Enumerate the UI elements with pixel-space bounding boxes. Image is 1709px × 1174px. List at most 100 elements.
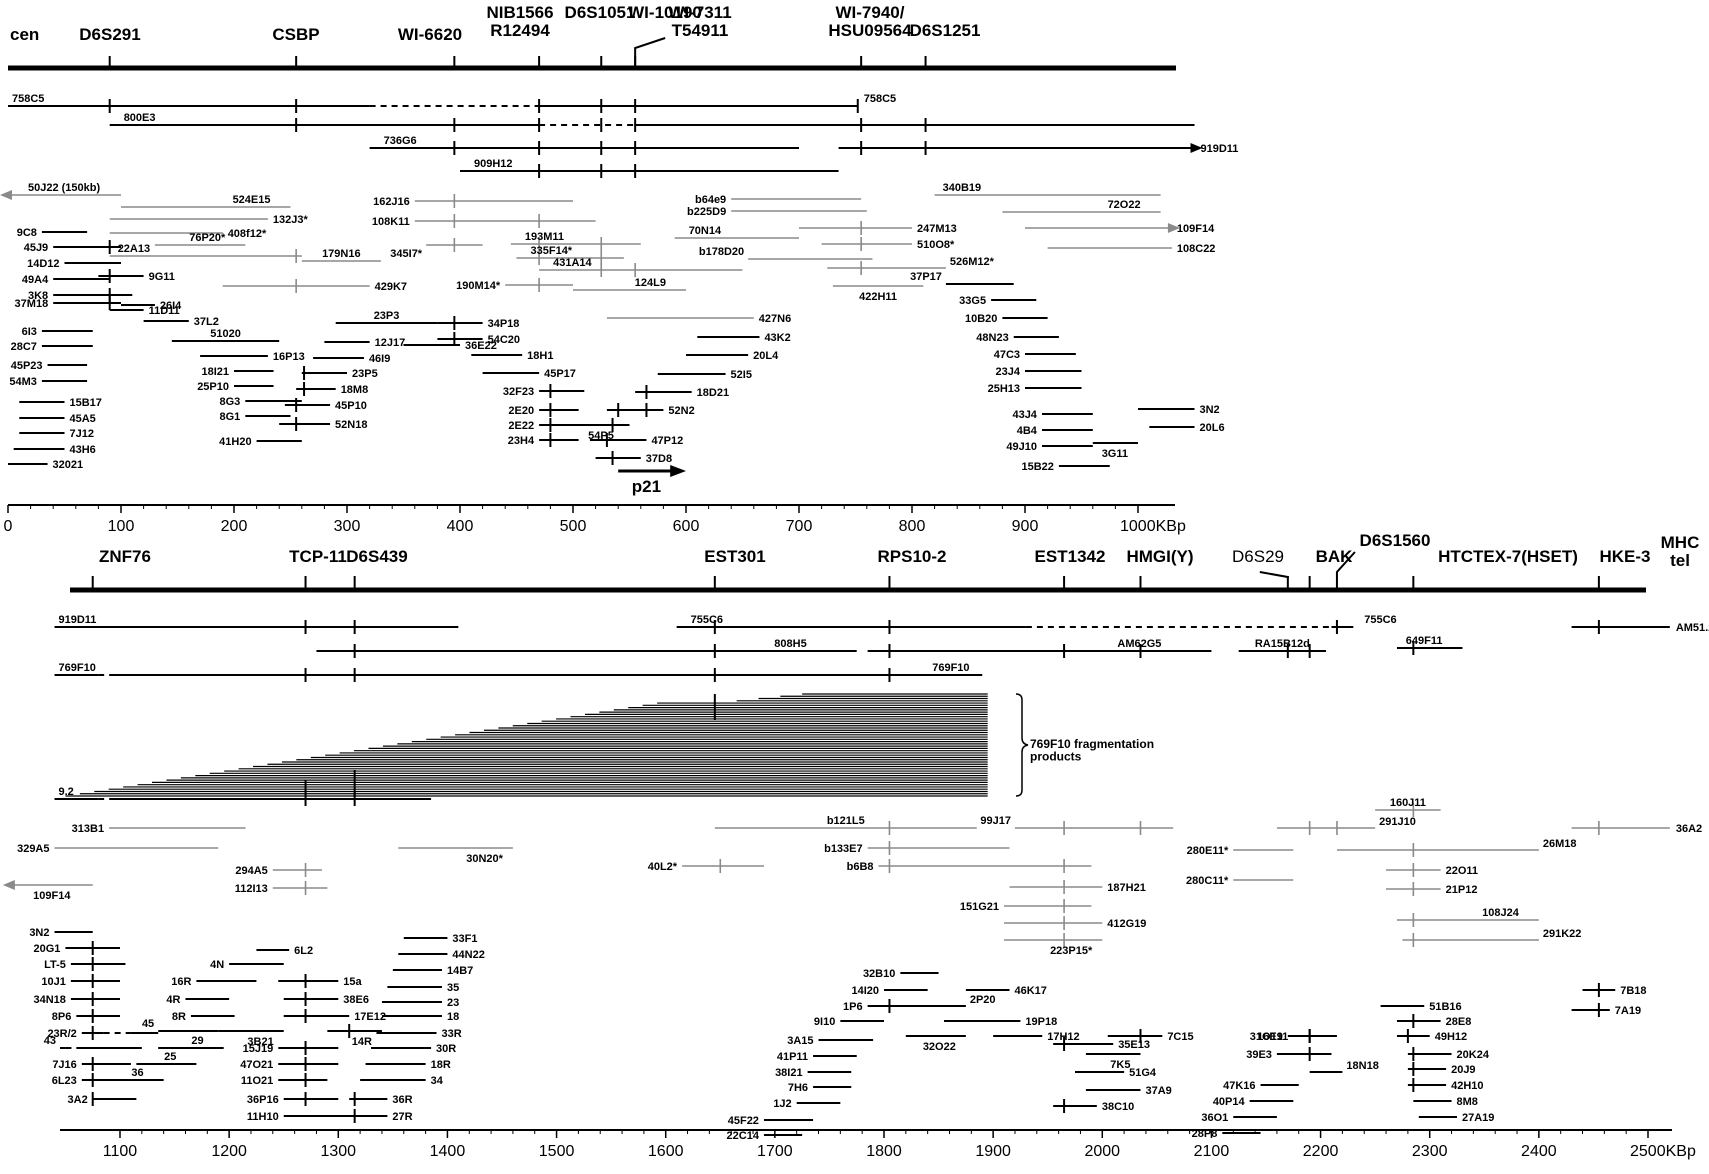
clone-160j11[interactable]: 160J11 — [1375, 797, 1441, 817]
clone-54m3[interactable]: 54M3 — [9, 376, 88, 388]
clone-45p10[interactable]: 45P10 — [284, 398, 367, 412]
clone-22c14[interactable]: 22C14 — [727, 1130, 803, 1142]
clone-44n22[interactable]: 44N22 — [398, 949, 485, 961]
clone-18i21[interactable]: 18I21 — [201, 366, 274, 378]
clone-37p17[interactable]: 37P17 — [910, 271, 1014, 285]
clone-524e15[interactable]: 524E15 — [121, 194, 291, 208]
clone-190m14-[interactable]: 190M14* — [456, 278, 573, 292]
clone-2p20[interactable]: 2P20 — [911, 994, 996, 1007]
clone-33r[interactable]: 33R — [376, 1028, 462, 1040]
clone-808h5[interactable]: 808H5 — [316, 638, 857, 658]
clone-10j1[interactable]: 10J1 — [41, 974, 120, 988]
clone-109f14[interactable]: 109F14 — [2, 880, 93, 902]
clone-23h4[interactable]: 23H4 — [508, 433, 579, 447]
clone-34p18[interactable]: 34P18 — [437, 316, 519, 330]
clone-294a5[interactable]: 294A5 — [235, 863, 322, 877]
clone-41p11[interactable]: 41P11 — [777, 1051, 857, 1063]
clone-14b7[interactable]: 14B7 — [392, 965, 473, 977]
clone-17h12[interactable]: 17H12 — [993, 1031, 1080, 1043]
clone-1p6[interactable]: 1P6 — [843, 999, 917, 1013]
clone-4r[interactable]: 4R — [166, 994, 230, 1006]
clone-54c20[interactable]: 54C20 — [437, 332, 520, 346]
clone-30r[interactable]: 30R — [371, 1043, 456, 1055]
clone-52n2[interactable]: 52N2 — [606, 403, 695, 417]
clone-38c10[interactable]: 38C10 — [1053, 1099, 1134, 1113]
clone-49h12[interactable]: 49H12 — [1396, 1029, 1467, 1043]
clone-909h12[interactable]: 909H12 — [460, 158, 839, 178]
clone-18m8[interactable]: 18M8 — [296, 382, 368, 396]
clone-769f10[interactable]: 769F10 769F10 — [54, 662, 983, 682]
clone-45j9[interactable]: 45J9 — [24, 240, 121, 254]
clone-7a19[interactable]: 7A19 — [1571, 1003, 1641, 1017]
clone-47o21[interactable]: 47O21 — [240, 1057, 339, 1071]
clone-28c7[interactable]: 28C7 — [11, 341, 93, 353]
clone-36[interactable]: 36 — [114, 1067, 164, 1081]
clone-76p20-[interactable]: 76P20* — [154, 232, 246, 246]
clone-30n20-[interactable]: 30N20* — [398, 847, 513, 865]
clone-25h13[interactable]: 25H13 — [988, 383, 1082, 395]
clone-b6b8[interactable]: b6B8 — [847, 859, 1092, 873]
clone-52i5[interactable]: 52I5 — [657, 369, 752, 381]
clone-8g1[interactable]: 8G1 — [220, 411, 291, 423]
clone-18d21[interactable]: 18D21 — [635, 385, 729, 399]
clone-18r[interactable]: 18R — [365, 1059, 451, 1071]
clone-36r[interactable]: 36R — [349, 1092, 413, 1106]
clone-800e3[interactable]: 800E3 — [109, 112, 1195, 132]
clone-2e20[interactable]: 2E20 — [508, 403, 579, 417]
clone-4b4[interactable]: 4B4 — [1017, 425, 1093, 437]
clone-38i21[interactable]: 38I21 — [775, 1067, 852, 1079]
clone-14d12[interactable]: 14D12 — [27, 258, 121, 270]
clone-23p5[interactable]: 23P5 — [301, 366, 378, 380]
clone-22a13[interactable]: 22A13 — [109, 243, 302, 263]
clone-919d11[interactable]: 919D11 — [54, 614, 459, 634]
clone-54p5[interactable]: 54P5 — [550, 424, 624, 442]
clone-43k2[interactable]: 43K2 — [697, 332, 791, 344]
clone-12j17[interactable]: 12J17 — [324, 337, 405, 349]
clone-42h10[interactable]: 42H10 — [1407, 1078, 1484, 1092]
clone-11o21[interactable]: 11O21 — [241, 1073, 328, 1087]
clone-755c6[interactable]: 755C6 755C6 — [676, 614, 1397, 634]
clone-49a4[interactable]: 49A4 — [22, 274, 110, 286]
clone-b121l5[interactable]: b121L5 — [714, 815, 977, 835]
clone-33f1[interactable]: 33F1 — [403, 933, 478, 945]
clone-6l2[interactable]: 6L2 — [256, 945, 313, 957]
clone-187h21[interactable]: 187H21 — [1009, 880, 1146, 894]
clone-9c8[interactable]: 9C8 — [17, 227, 88, 239]
clone-340b19[interactable]: 340B19 — [934, 182, 1161, 196]
clone-23j4[interactable]: 23J4 — [996, 366, 1082, 378]
clone-32o22[interactable]: 32O22 — [905, 1035, 966, 1053]
clone-9g11[interactable]: 9G11 — [98, 269, 175, 283]
clone-b178d20[interactable]: b178D20 — [699, 246, 873, 260]
clone-8g3[interactable]: 8G3 — [220, 396, 302, 408]
clone-162j16[interactable]: 162J16 — [373, 194, 573, 208]
clone-48n23[interactable]: 48N23 — [976, 332, 1059, 344]
clone-431a14[interactable]: 431A14 — [539, 257, 743, 277]
clone-427n6[interactable]: 427N6 — [606, 313, 791, 325]
clone-16r[interactable]: 16R — [171, 976, 257, 988]
clone-108c22[interactable]: 108C22 — [1047, 243, 1216, 255]
clone-49j10[interactable]: 49J10 — [1006, 441, 1093, 453]
clone-28p8[interactable]: 28P8 — [1192, 1128, 1261, 1140]
clone-510o8-[interactable]: 510O8* — [821, 237, 955, 251]
clone-422h11[interactable]: 422H11 — [832, 285, 924, 303]
clone-112i13[interactable]: 112I13 — [235, 881, 328, 895]
clone-26m18[interactable]: 26M18 — [1336, 838, 1577, 857]
clone-51g4[interactable]: 51G4 — [1075, 1067, 1157, 1079]
clone-179n16[interactable]: 179N16 — [301, 248, 381, 262]
clone-1j2[interactable]: 1J2 — [773, 1098, 841, 1110]
clone-45a5[interactable]: 45A5 — [19, 413, 96, 425]
clone-7j16[interactable]: 7J16 — [52, 1057, 131, 1071]
clone-11d11[interactable]: 11D11 — [109, 305, 180, 317]
clone-280c11-[interactable]: 280C11* — [1186, 875, 1294, 887]
clone-736g6[interactable]: 736G6 — [369, 135, 799, 155]
clone-335f14-[interactable]: 335F14* — [516, 245, 624, 265]
clone-47k16[interactable]: 47K16 — [1223, 1080, 1299, 1092]
clone-34[interactable]: 34 — [360, 1075, 444, 1087]
clone-32b10[interactable]: 32B10 — [863, 968, 939, 980]
clone-37d8[interactable]: 37D8 — [595, 451, 672, 465]
clone-280e11-[interactable]: 280E11* — [1187, 845, 1294, 857]
clone-27a19[interactable]: 27A19 — [1418, 1112, 1495, 1124]
clone-40p14[interactable]: 40P14 — [1213, 1096, 1294, 1108]
clone-28e8[interactable]: 28E8 — [1396, 1014, 1471, 1028]
clone-b225d9[interactable]: b225D9 — [687, 206, 867, 218]
